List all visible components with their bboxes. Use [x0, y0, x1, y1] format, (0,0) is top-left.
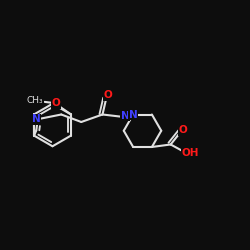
Text: O: O	[52, 98, 60, 108]
Text: O: O	[179, 125, 188, 135]
Text: N: N	[32, 114, 41, 124]
Text: N: N	[129, 110, 138, 120]
Text: N: N	[121, 111, 130, 121]
Text: OH: OH	[181, 148, 199, 158]
Text: CH₃: CH₃	[27, 96, 44, 105]
Text: O: O	[103, 90, 112, 100]
